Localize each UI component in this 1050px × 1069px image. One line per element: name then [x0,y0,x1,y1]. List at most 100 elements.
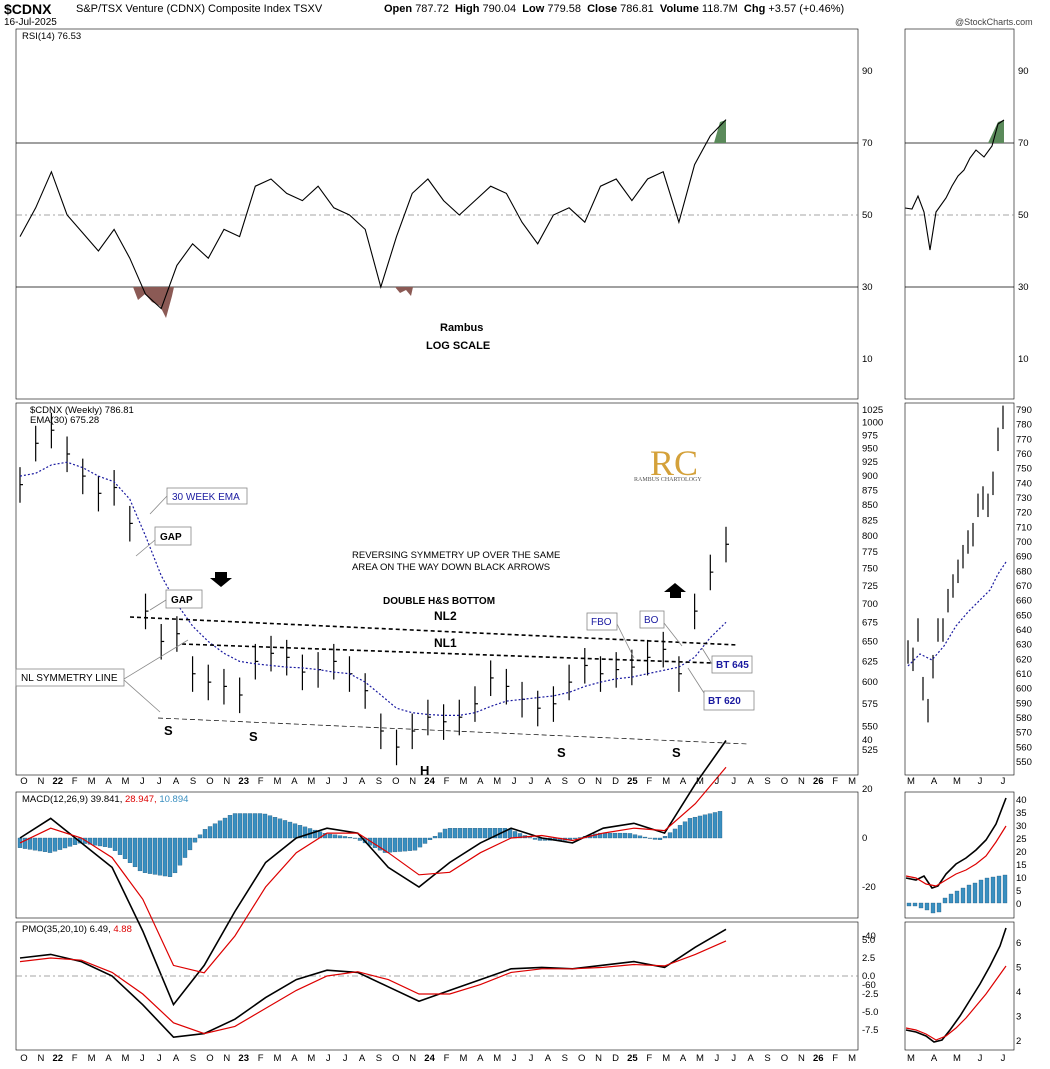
price-y-tick: 975 [862,430,878,441]
macd-histogram-bar [407,837,413,851]
shoulder-label-4: S [672,745,681,760]
price-zoom-y-tick: 640 [1016,625,1032,636]
x-tick: A [545,1053,552,1064]
macd-histogram-bar [277,818,283,839]
x-tick: J [157,1053,162,1064]
pmo-y-tick: 5.0 [862,935,875,946]
x-tick: J [715,776,720,787]
macd-histogram-bar [427,837,433,841]
x-tick: S [190,776,196,787]
macd-histogram-bar [712,812,718,839]
rsi-y-tick: 30 [862,282,873,293]
macd-histogram-bar [482,828,488,839]
x-tick: M [274,776,282,787]
price-zoom-y-tick: 700 [1016,537,1032,548]
price-zoom-y-tick: 770 [1016,434,1032,445]
macd-y-tick: 20 [862,784,873,795]
macd-histogram-bar [287,821,293,839]
high-label: High [454,3,480,15]
macd-histogram-bar [212,823,218,839]
macd-y-tick: -60 [862,980,876,991]
macd-histogram-bar [647,837,653,839]
nl-symmetry-callout-box [15,668,125,687]
x-tick: D [612,776,619,787]
gap2-callout-box [165,589,203,609]
x-tick: A [105,776,112,787]
x-tick: S [376,1053,382,1064]
macd-zoom-y-tick: 30 [1016,821,1027,832]
macd-histogram-bar [677,825,683,839]
pmo-zoom-y-axis: 2 3 4 5 6 [1016,938,1021,1047]
rsi-overbought-fill [714,120,726,143]
quote-summary: Open 787.72 High 790.04 Low 779.58 Close… [384,3,844,15]
price-y-tick: 700 [862,599,878,610]
pmo-zoom-y-tick: 2 [1016,1036,1021,1047]
pmo-y-axis: -7.5 -5.0 -2.5 0.0 2.5 5.0 [862,935,878,1036]
macd-histogram-bar [602,832,608,839]
price-zoom-y-axis: 550 560 570 580 590 600 610 620 630 640 650 660 670 6… [1016,405,1032,768]
macd-histogram-bar [347,837,353,839]
macd-histogram-bar [707,813,713,839]
x-tick: M [274,1053,282,1064]
bt645-callout-box [711,655,753,674]
macd-histogram-bar [697,815,703,839]
x-tick: 26 [813,776,824,787]
macd-histogram-bar [177,837,183,866]
macd-histogram-bar [62,837,68,849]
x-tick: N [223,1053,230,1064]
macd-histogram-bar [102,837,108,847]
x-tick: F [646,1053,652,1064]
macd-histogram-bar [242,813,248,839]
x-tick: F [646,776,652,787]
macd-histogram-bar [257,813,263,839]
price-y-tick: 850 [862,500,878,511]
macd-histogram-bar [632,834,638,839]
price-y-tick: 800 [862,531,878,542]
pmo-zoom [905,927,1007,1043]
price-bars-group [19,412,729,766]
price-zoom-y-tick: 790 [1016,405,1032,416]
rsi-y-tick: 70 [862,138,873,149]
x-tick: O [206,1053,213,1064]
macd-histogram-bar [22,837,28,849]
macd-histogram-bar [157,837,163,876]
macd-histogram-bar [572,837,578,839]
price-y-tick: 1000 [862,418,883,429]
x-tick: A [748,776,755,787]
gap1-callout-text: GAP [160,532,182,543]
price-zoom-y-tick: 730 [1016,493,1032,504]
rambus-label: Rambus [440,322,483,334]
x-tick: J [731,776,736,787]
rsi-zoom-y-tick: 70 [1018,138,1029,149]
macd-histogram-group [17,811,723,877]
macd-histogram-bar [357,837,363,841]
price-zoom-y-tick: 680 [1016,566,1032,577]
macd-histogram-bar [117,837,123,855]
x-zoom-tick: A [931,776,938,787]
macd-histogram-bar [462,828,468,839]
bo-callout-text: BO [644,615,659,626]
macd-histogram-bar [402,837,408,852]
reversing-text-2: AREA ON THE WAY DOWN BLACK ARROWS [352,562,550,573]
low-value: 779.58 [547,3,581,15]
macd-zoom-y-tick: 15 [1016,860,1027,871]
macd-histogram-bar [87,837,93,845]
price-y-tick: 525 [862,745,878,756]
macd-line [19,740,727,1007]
x-zoom-tick: M [907,776,915,787]
x-tick: 25 [627,1053,638,1064]
x-tick: 25 [627,776,638,787]
macd-histogram-bar [662,836,668,839]
logo-text: RAMBUS CHARTOLOGY [634,477,702,483]
x-tick: N [798,776,805,787]
macd-histogram-bar [617,832,623,839]
price-label: $CDNX (Weekly) 786.81 [30,405,134,416]
macd-zoom-y-tick: 10 [1016,873,1027,884]
rsi-oversold-fill [133,287,174,318]
price-y-tick: 900 [862,471,878,482]
macd-histogram-bar [57,837,63,850]
chg-label: Chg [743,3,766,15]
macd-signal-line [19,766,727,974]
close-value: 786.81 [620,3,654,15]
